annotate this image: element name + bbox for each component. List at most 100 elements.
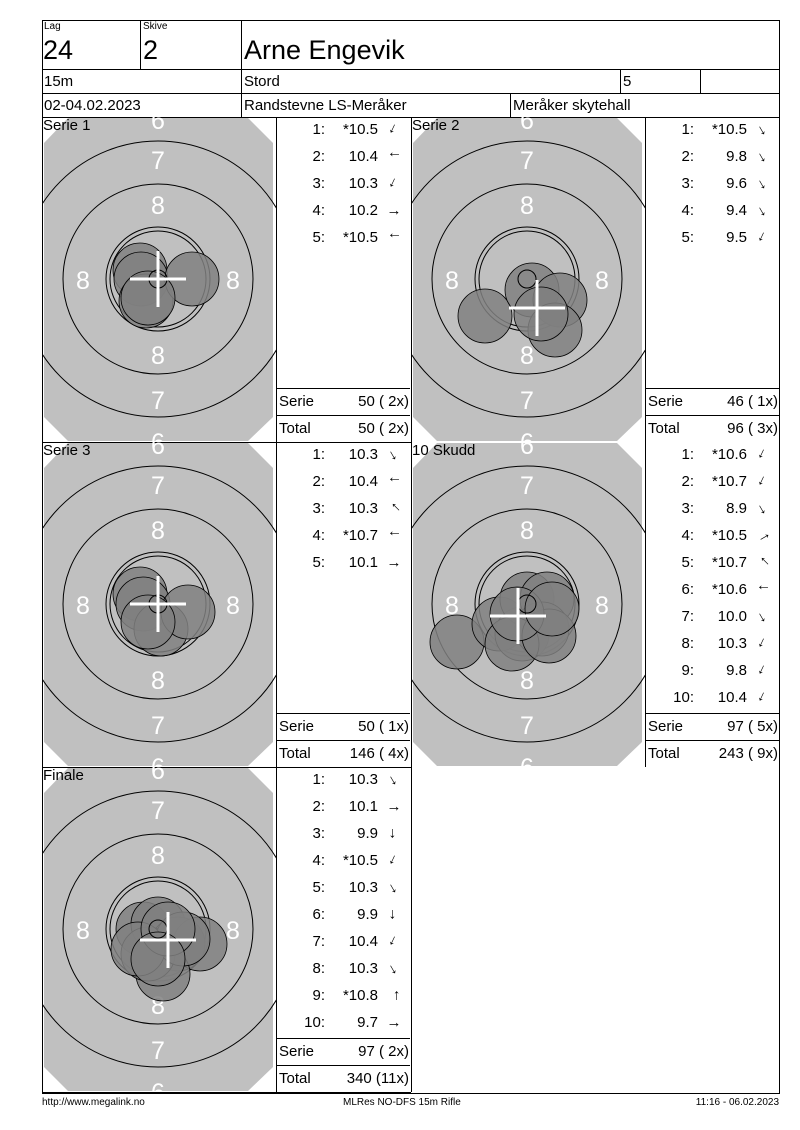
shot-score: 9.7 xyxy=(357,1014,378,1031)
shot-score: 10.3 xyxy=(348,175,378,192)
direction-arrow-icon: → xyxy=(385,826,403,841)
shot-score: 10.1 xyxy=(348,554,378,571)
ring-label-8: 8 xyxy=(76,267,90,295)
direction-arrow-icon: → xyxy=(751,497,775,520)
serie-score: 50 ( 1x) xyxy=(358,718,409,735)
shot-number: 1: xyxy=(312,121,325,138)
ring-label-8: 8 xyxy=(520,517,534,545)
shot-score: 9.6 xyxy=(726,175,747,192)
ring-label-8: 8 xyxy=(445,592,459,620)
shot-list: 1: *10.5 → 2: 10.4 → 3: 10.3 → 4: 10.2 → 5: *10.5 → Ser… xyxy=(276,117,412,442)
shot-hole xyxy=(120,270,176,326)
footer-timestamp: 11:16 - 06.02.2023 xyxy=(695,1097,779,1108)
shot-row: 9: *10.8 → xyxy=(277,984,412,1011)
shot-score: *10.8 xyxy=(342,987,378,1004)
ring-label-7: 7 xyxy=(520,472,534,500)
divider xyxy=(42,1092,411,1093)
shot-number: 10: xyxy=(304,1014,325,1031)
ring-label-8: 8 xyxy=(520,342,534,370)
shot-score: *10.5 xyxy=(342,229,378,246)
direction-arrow-icon: → xyxy=(386,1014,402,1031)
series-title: Finale xyxy=(43,767,84,784)
shot-number: 2: xyxy=(312,148,325,165)
shooter-name: Arne Engevik xyxy=(244,35,405,65)
series-panel: 67888876Serie 31:10.3→2:10.4→3:10.3→4:*1… xyxy=(42,442,412,768)
shot-number: 1: xyxy=(312,446,325,463)
shot-score: 10.3 xyxy=(348,960,378,977)
card-border xyxy=(42,20,780,1094)
ring-label-8: 8 xyxy=(595,267,609,295)
ring-label-8: 8 xyxy=(226,267,240,295)
shot-number: 2: xyxy=(681,148,694,165)
shot-number: 8: xyxy=(681,635,694,652)
shot-list: 1: 10.3 → 2: 10.4 → 3: 10.3 → 4: *10.7 → 5: 10.1 → Seri… xyxy=(276,442,412,767)
ring-label-6: 6 xyxy=(151,754,165,767)
direction-arrow-icon: → xyxy=(386,229,402,246)
direction-arrow-icon: → xyxy=(382,957,406,980)
shot-score: 8.9 xyxy=(726,500,747,517)
divider xyxy=(140,20,141,69)
direction-arrow-icon: → xyxy=(382,876,406,899)
target-image: 6 7 8 8 8 8 7 6 xyxy=(42,442,276,767)
shot-number: 2: xyxy=(312,798,325,815)
total-label: Total xyxy=(648,420,680,437)
total-label: Total xyxy=(279,745,311,762)
total-label: Total xyxy=(648,745,680,762)
serie-sum-row: Serie 50 ( 1x) xyxy=(277,713,410,741)
shot-row: 3: 9.9 → xyxy=(277,822,412,849)
shot-score: *10.7 xyxy=(711,473,747,490)
shot-row: 4: *10.7 → xyxy=(277,524,412,551)
shot-row: 5: 9.5 → xyxy=(646,226,781,253)
shot-number: 8: xyxy=(312,960,325,977)
serie-score: 97 ( 2x) xyxy=(358,1043,409,1060)
shot-number: 10: xyxy=(673,689,694,706)
direction-arrow-icon: → xyxy=(383,931,405,952)
shot-row: 6: *10.6 → xyxy=(646,578,781,605)
shot-number: 4: xyxy=(312,527,325,544)
ring-label-6: 6 xyxy=(151,1079,165,1092)
shot-row: 8: 10.3 → xyxy=(277,957,412,984)
mean-point-cross xyxy=(130,576,186,632)
shot-number: 9: xyxy=(681,662,694,679)
series-title: Serie 2 xyxy=(412,117,460,134)
ring-label-7: 7 xyxy=(520,712,534,740)
direction-arrow-icon: → xyxy=(751,145,775,168)
shot-row: 1: *10.6 → xyxy=(646,443,781,470)
direction-arrow-icon: → xyxy=(382,497,406,520)
divider xyxy=(241,20,242,117)
lag-value: 24 xyxy=(43,35,74,65)
direction-arrow-icon: → xyxy=(752,524,774,547)
direction-arrow-icon: → xyxy=(752,227,774,248)
target-image: 6 7 8 8 8 8 7 6 xyxy=(42,117,276,442)
shot-score: 10.2 xyxy=(348,202,378,219)
mean-point-cross xyxy=(490,588,546,644)
skive-value: 2 xyxy=(143,35,159,65)
shot-number: 5: xyxy=(312,879,325,896)
serie-score: 46 ( 1x) xyxy=(727,393,778,410)
total-score: 243 ( 9x) xyxy=(718,745,778,762)
shot-number: 2: xyxy=(312,473,325,490)
serie-sum-row: Serie 97 ( 2x) xyxy=(277,1038,410,1066)
ring-label-8: 8 xyxy=(76,592,90,620)
shot-number: 3: xyxy=(312,825,325,842)
total-sum-row: Total 340 (11x) xyxy=(277,1065,410,1093)
shot-number: 3: xyxy=(681,175,694,192)
series-title: 10 Skudd xyxy=(412,442,476,459)
direction-arrow-icon: → xyxy=(752,633,774,654)
footer-url[interactable]: http://www.megalink.no xyxy=(42,1097,145,1108)
series-title: Serie 1 xyxy=(43,117,91,134)
shot-score: *10.5 xyxy=(342,121,378,138)
ring-label-6: 6 xyxy=(151,442,165,460)
ring-label-8: 8 xyxy=(520,667,534,695)
ring-label-6: 6 xyxy=(520,117,534,135)
class: 5 xyxy=(623,73,632,90)
total-sum-row: Total 96 ( 3x) xyxy=(646,415,779,443)
ring-7 xyxy=(42,140,276,418)
shot-number: 4: xyxy=(312,852,325,869)
shot-row: 3: 8.9 → xyxy=(646,497,781,524)
divider xyxy=(700,69,701,93)
series-title: Serie 3 xyxy=(43,442,91,459)
serie-score: 50 ( 2x) xyxy=(358,393,409,410)
direction-arrow-icon: → xyxy=(382,768,406,791)
direction-arrow-icon: → xyxy=(386,148,402,165)
